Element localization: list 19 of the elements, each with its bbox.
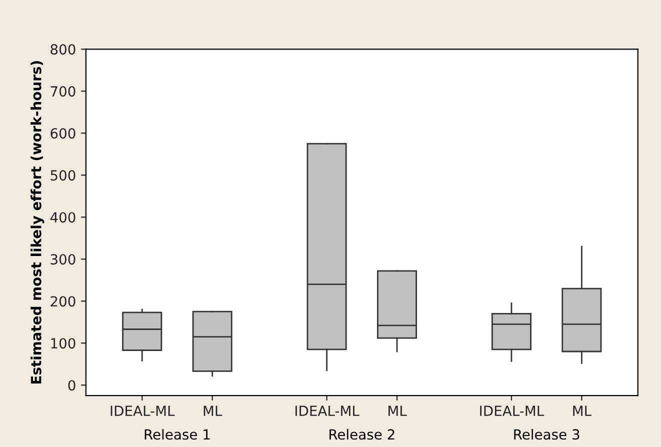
y-tick-label: 400 bbox=[50, 212, 76, 223]
x-tick-label: IDEAL-ML bbox=[110, 406, 175, 416]
x-tick-label: IDEAL-ML bbox=[296, 406, 360, 416]
text: Release 1 bbox=[144, 428, 210, 440]
x-tick-label: ML bbox=[388, 406, 407, 416]
y-tick-label: 500 bbox=[50, 170, 76, 181]
text: Release 2 bbox=[330, 428, 394, 440]
y-tick-label: 600 bbox=[50, 128, 76, 139]
y-axis-title: Estimated most likely effort (work-hours) bbox=[30, 61, 44, 384]
y-tick-label: 200 bbox=[50, 296, 76, 307]
y-tick-label: 100 bbox=[51, 338, 76, 349]
text: Release 3 bbox=[514, 428, 580, 440]
x-tick-label: IDEAL-ML bbox=[480, 406, 544, 416]
y-tick-label: 0 bbox=[68, 380, 76, 391]
y-tick-label: 800 bbox=[50, 44, 76, 55]
x-tick-label: ML bbox=[204, 406, 222, 416]
y-tick-label: 700 bbox=[50, 86, 76, 97]
x-tick-label: ML bbox=[573, 406, 592, 416]
y-tick-label: 300 bbox=[50, 254, 76, 265]
